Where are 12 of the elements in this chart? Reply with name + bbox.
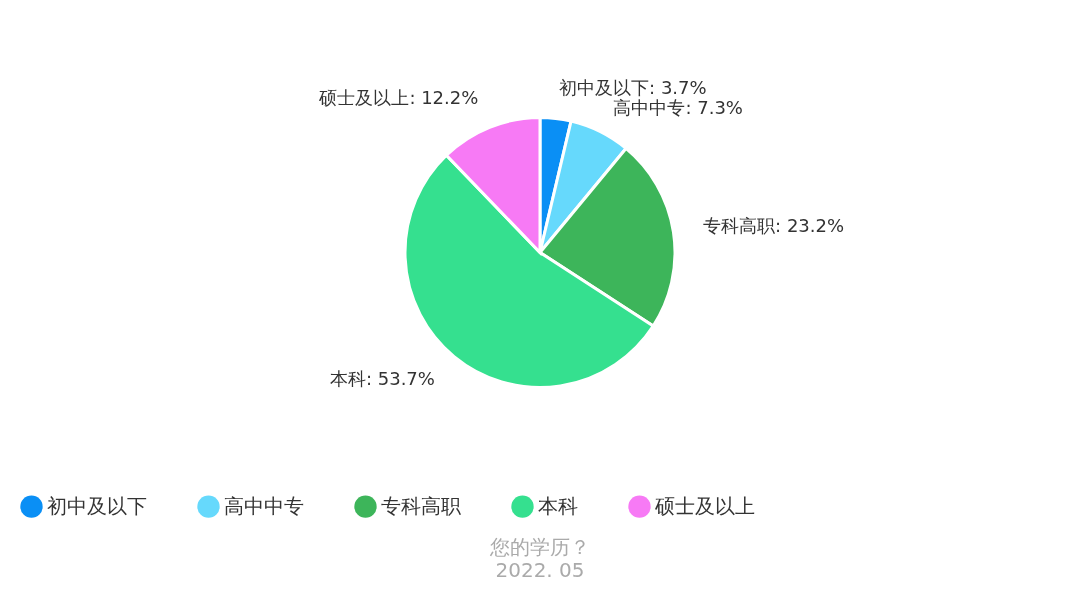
data-label: 高中中专: 7.3%	[613, 96, 743, 118]
data-label: 硕士及以上: 12.2%	[318, 87, 479, 109]
legend-label: 硕士及以上	[654, 493, 755, 518]
data-label: 初中及以下: 3.7%	[559, 76, 707, 98]
legend-label: 初中及以下	[47, 493, 147, 518]
legend-label: 高中中专	[224, 493, 304, 518]
text: 2022. 05	[495, 558, 585, 582]
text: 您的学历？	[489, 535, 590, 559]
legend-label: 专科高职	[381, 493, 461, 518]
legend-label: 本科	[538, 493, 578, 518]
data-label: 本科: 53.7%	[329, 367, 435, 389]
data-label: 专科高职: 23.2%	[703, 215, 845, 237]
